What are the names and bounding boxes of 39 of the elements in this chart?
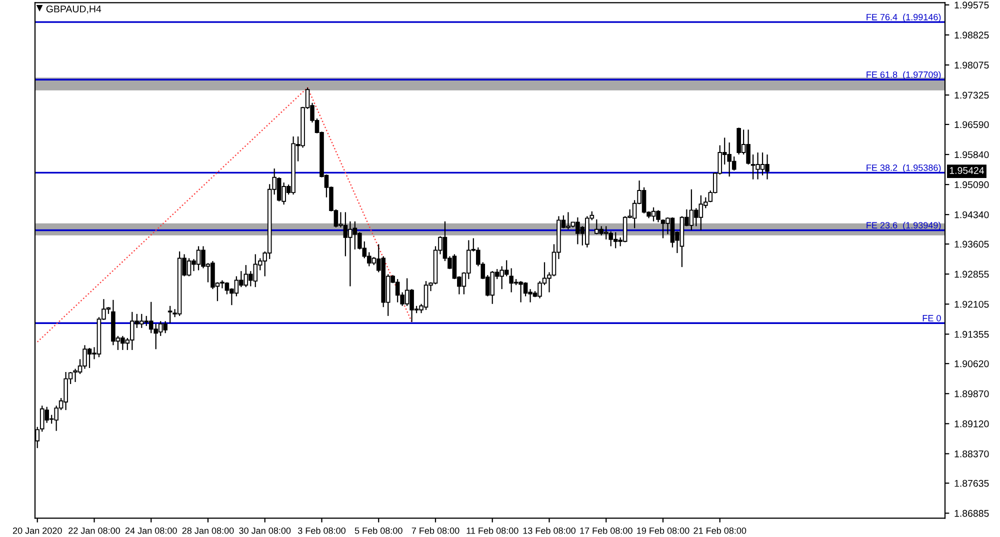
y-tick-label: 1.92855	[954, 270, 989, 278]
ref-line-label: FE 76.4 (1.99146)	[866, 14, 941, 22]
y-tick-label: 1.92105	[954, 300, 989, 308]
y-tick-label: 1.94340	[954, 211, 989, 218]
y-tick-label: 1.98825	[954, 32, 989, 39]
y-tick-label: 1.98075	[954, 62, 989, 69]
x-tick-label: 3 Feb 08:00	[298, 527, 346, 534]
x-tick-label: 20 Jan 2020	[12, 527, 62, 534]
x-tick-label: 19 Feb 08:00	[637, 527, 690, 534]
x-tick-label: 17 Feb 08:00	[580, 527, 632, 534]
y-tick-label: 1.97325	[954, 92, 989, 99]
y-tick-label: 1.88370	[954, 450, 989, 458]
x-tick-label: 13 Feb 08:00	[523, 527, 576, 534]
x-tick-label: 30 Jan 08:00	[239, 527, 291, 534]
ref-line-label: FE 23.6 (1.93949)	[866, 222, 941, 230]
ref-line-label: FE 38.2 (1.95386)	[866, 164, 941, 173]
y-tick-label: 1.95840	[954, 151, 989, 158]
y-tick-label: 1.89120	[954, 420, 989, 428]
x-tick-label: 11 Feb 08:00	[466, 527, 518, 534]
ref-line-label: FE 0	[922, 314, 941, 322]
y-tick-label: 1.87635	[954, 480, 989, 487]
x-tick-label: 28 Jan 08:00	[182, 527, 234, 534]
y-tick-label: 1.99575	[954, 2, 989, 9]
x-tick-label: 24 Jan 08:00	[125, 527, 177, 534]
y-tick-label: 1.90620	[954, 360, 989, 368]
y-tick-label: 1.89870	[954, 390, 989, 398]
x-tick-label: 7 Feb 08:00	[412, 527, 460, 534]
y-tick-label: 1.91355	[954, 330, 989, 338]
y-tick-label: 1.96590	[954, 121, 989, 128]
x-tick-label: 5 Feb 08:00	[354, 527, 402, 534]
ref-line-label: FE 61.8 (1.97709)	[866, 71, 941, 80]
y-tick-label: 1.93605	[954, 240, 989, 248]
text: 1.95424	[950, 167, 984, 174]
y-tick-label: 1.86885	[954, 510, 989, 517]
candlestick	[168, 305, 172, 324]
x-tick-label: 22 Jan 08:00	[68, 527, 120, 534]
chart-title: GBPAUD,H4	[46, 6, 102, 14]
y-tick-label: 1.95090	[954, 181, 989, 188]
x-tick-label: 21 Feb 08:00	[694, 527, 746, 534]
